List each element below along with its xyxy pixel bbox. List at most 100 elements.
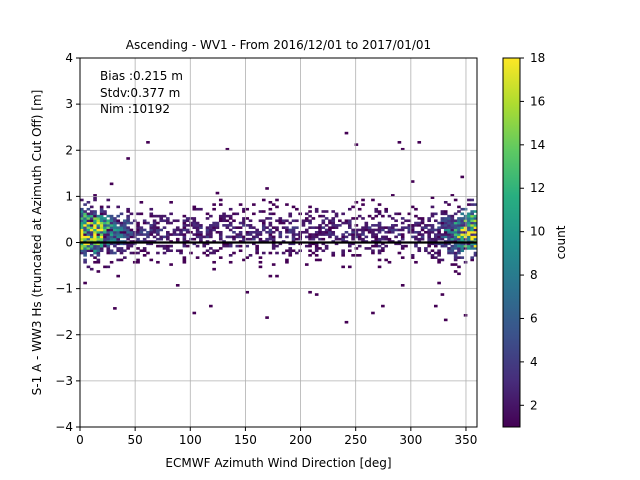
heatmap-cell <box>433 256 438 259</box>
heatmap-cell <box>265 226 269 229</box>
heatmap-cell <box>470 224 474 227</box>
heatmap-cell <box>453 230 458 234</box>
heatmap-cell <box>126 226 130 229</box>
heatmap-cell <box>394 235 398 239</box>
heatmap-cell <box>437 254 441 257</box>
heatmap-cell <box>182 244 187 248</box>
heatmap-cell <box>218 233 223 236</box>
heatmap-cell <box>443 210 448 213</box>
heatmap-cell <box>162 247 167 250</box>
heatmap-cell <box>89 244 94 248</box>
heatmap-cell <box>225 235 230 239</box>
heatmap-cell <box>126 221 130 225</box>
heatmap-cell <box>116 247 120 250</box>
heatmap-cell <box>126 228 130 232</box>
heatmap-cell <box>159 235 164 239</box>
heatmap-cell <box>473 247 477 250</box>
heatmap-cell <box>457 224 461 227</box>
heatmap-cell <box>195 256 200 259</box>
colorbar-tick-label: 16 <box>530 94 545 108</box>
heatmap-cell <box>136 237 140 241</box>
heatmap-cell <box>255 244 259 248</box>
heatmap-cell <box>96 235 101 239</box>
heatmap-cell <box>304 230 309 234</box>
heatmap-cell <box>374 210 379 213</box>
heatmap-cell <box>334 224 339 227</box>
heatmap-cell <box>318 224 322 227</box>
heatmap-cell <box>185 217 190 220</box>
heatmap-cell <box>192 205 197 209</box>
heatmap-cell <box>318 247 322 250</box>
heatmap-cell <box>417 247 422 250</box>
heatmap-cell <box>126 233 130 236</box>
heatmap-cell <box>142 237 147 241</box>
heatmap-cell <box>331 226 336 229</box>
heatmap-cell <box>209 214 213 218</box>
heatmap-cell <box>457 265 461 269</box>
heatmap-cell <box>152 230 157 234</box>
heatmap-cell <box>271 263 276 266</box>
heatmap-cell <box>123 221 127 225</box>
heatmap-cell <box>271 235 276 239</box>
heatmap-cell <box>414 242 418 246</box>
heatmap-cell <box>394 219 398 223</box>
heatmap-cell <box>447 226 451 229</box>
heatmap-cell <box>252 226 256 229</box>
heatmap-cell <box>291 237 296 241</box>
heatmap-cell <box>89 210 94 213</box>
heatmap-cell <box>245 244 250 248</box>
heatmap-cell <box>129 251 134 255</box>
heatmap-cell <box>202 242 207 246</box>
heatmap-cell <box>175 237 180 241</box>
heatmap-cell <box>83 249 87 253</box>
heatmap-cell <box>321 210 326 213</box>
heatmap-cell <box>113 237 117 241</box>
heatmap-cell <box>199 235 203 239</box>
heatmap-cell <box>123 219 127 223</box>
heatmap-cell <box>275 205 279 209</box>
heatmap-cell <box>347 207 352 211</box>
heatmap-cell <box>351 217 355 220</box>
heatmap-cell <box>80 207 84 211</box>
heatmap-cell <box>238 249 243 253</box>
heatmap-cell <box>473 254 477 257</box>
heatmap-cell <box>437 233 441 236</box>
heatmap-cell <box>433 212 438 216</box>
heatmap-cell <box>268 207 273 211</box>
heatmap-cell <box>377 221 382 225</box>
heatmap-cell <box>209 226 213 229</box>
heatmap-cell <box>473 210 477 213</box>
heatmap-cell <box>308 242 312 246</box>
heatmap-cell <box>116 228 120 232</box>
heatmap-cell <box>443 221 448 225</box>
heatmap-cell <box>175 284 180 287</box>
heatmap-cell <box>192 242 197 246</box>
heatmap-cell <box>311 242 316 246</box>
heatmap-cell <box>344 131 349 135</box>
heatmap-cell <box>162 226 167 229</box>
heatmap-cell <box>437 221 441 225</box>
heatmap-cell <box>440 244 445 248</box>
heatmap-cell <box>377 249 382 253</box>
heatmap-cell <box>89 235 94 239</box>
heatmap-cell <box>424 249 428 253</box>
heatmap-cell <box>199 230 203 234</box>
heatmap-cell <box>93 247 97 250</box>
heatmap-cell <box>268 224 273 227</box>
heatmap-cell <box>271 230 276 234</box>
heatmap-cell <box>149 230 154 234</box>
heatmap-cell <box>129 212 134 216</box>
heatmap-cell <box>304 219 309 223</box>
heatmap-cell <box>314 226 319 229</box>
heatmap-cell <box>129 244 134 248</box>
heatmap-cell <box>275 228 279 232</box>
heatmap-cell <box>182 226 187 229</box>
heatmap-cell <box>344 219 349 223</box>
heatmap-cell <box>453 221 458 225</box>
heatmap-cell <box>321 221 326 225</box>
heatmap-cell <box>453 224 458 227</box>
heatmap-cell <box>430 205 435 209</box>
heatmap-cell <box>394 224 398 227</box>
heatmap-cell <box>139 228 144 232</box>
heatmap-cell <box>331 217 336 220</box>
